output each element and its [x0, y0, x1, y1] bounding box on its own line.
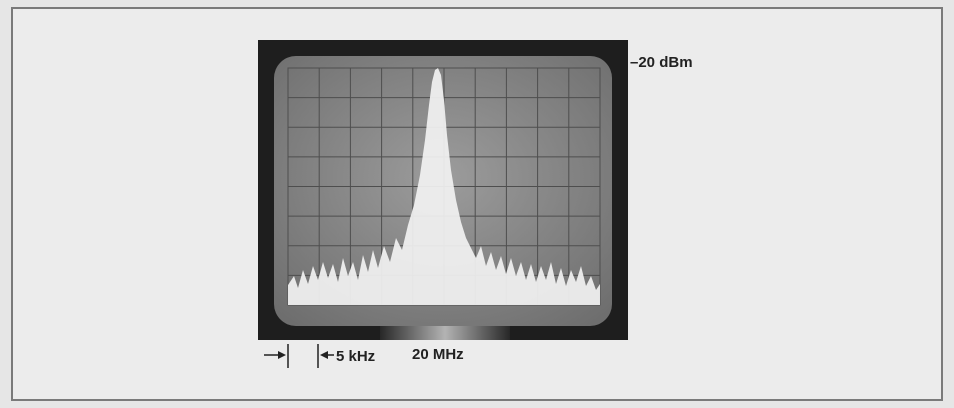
- spectrum-trace: [288, 68, 600, 305]
- center-frequency-label: 20 MHz: [412, 346, 464, 363]
- span-markers: [264, 344, 334, 368]
- analyzer-photo: [258, 40, 628, 340]
- span-label: 5 kHz: [336, 348, 375, 365]
- reference-level-label: –20 dBm: [630, 54, 693, 71]
